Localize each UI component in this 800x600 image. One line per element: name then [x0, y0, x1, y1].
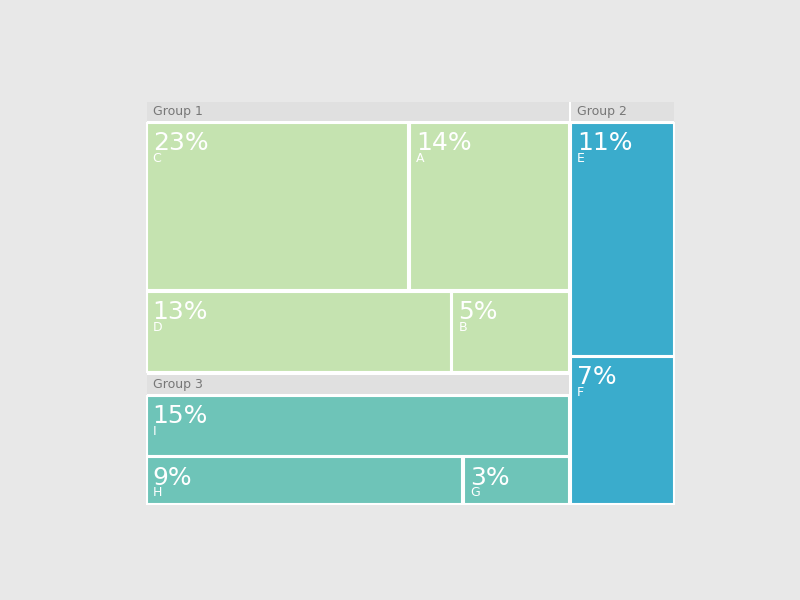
Text: 11%: 11% — [577, 131, 633, 155]
Bar — [570, 357, 674, 504]
Text: I: I — [153, 425, 156, 438]
Text: H: H — [153, 487, 162, 499]
Bar — [146, 123, 408, 290]
Text: 9%: 9% — [153, 466, 192, 490]
Text: A: A — [416, 152, 425, 165]
Text: E: E — [577, 152, 585, 165]
Bar — [146, 292, 450, 372]
Bar — [410, 123, 569, 290]
Bar — [570, 102, 674, 121]
Bar — [452, 292, 569, 372]
Text: C: C — [153, 152, 162, 165]
Text: D: D — [153, 321, 162, 334]
Bar — [464, 457, 569, 504]
Text: 15%: 15% — [153, 404, 208, 428]
Text: 3%: 3% — [470, 466, 510, 490]
Text: 13%: 13% — [153, 300, 208, 324]
Text: 5%: 5% — [458, 300, 498, 324]
Text: Group 1: Group 1 — [153, 105, 202, 118]
Text: Group 3: Group 3 — [153, 378, 202, 391]
Text: 23%: 23% — [153, 131, 208, 155]
Text: G: G — [470, 487, 480, 499]
Text: F: F — [577, 386, 584, 399]
Bar — [570, 123, 674, 356]
Text: 14%: 14% — [416, 131, 472, 155]
Bar — [146, 102, 569, 121]
Bar — [146, 375, 569, 394]
Bar — [146, 102, 674, 504]
Text: Group 2: Group 2 — [577, 105, 627, 118]
Text: B: B — [458, 321, 467, 334]
Bar — [146, 457, 462, 504]
Bar — [146, 395, 569, 456]
Text: 7%: 7% — [577, 365, 617, 389]
